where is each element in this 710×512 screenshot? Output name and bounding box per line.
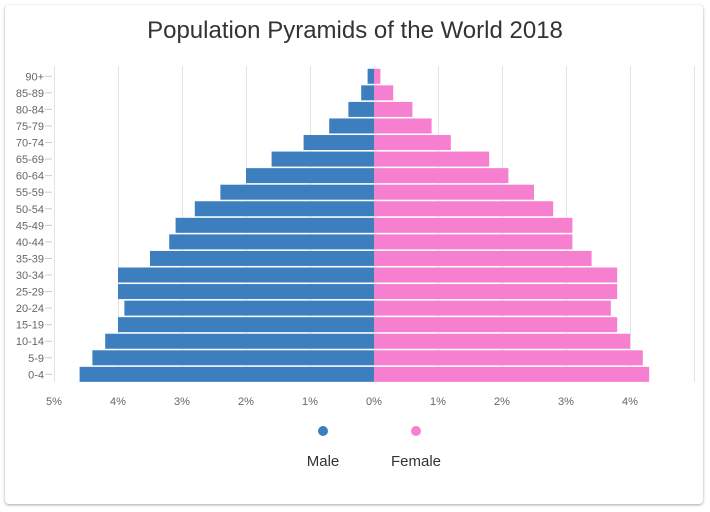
female-bar[interactable]: [374, 267, 618, 283]
legend: Male Female: [307, 426, 441, 470]
male-bar[interactable]: [361, 85, 374, 101]
y-tick-label: 30-34: [16, 270, 44, 282]
female-bar[interactable]: [374, 68, 381, 84]
female-bar[interactable]: [374, 317, 618, 333]
y-tick-label: 85-89: [16, 88, 44, 100]
legend-male-marker[interactable]: [318, 426, 328, 436]
female-bar[interactable]: [374, 333, 630, 349]
female-bar[interactable]: [374, 350, 643, 366]
male-bar[interactable]: [124, 300, 375, 316]
y-tick-label: 50-54: [16, 204, 44, 216]
female-bar[interactable]: [374, 234, 573, 250]
female-bar[interactable]: [374, 118, 432, 134]
male-bar[interactable]: [150, 250, 374, 266]
female-bar[interactable]: [374, 151, 490, 167]
x-tick-label: 3%: [174, 396, 190, 408]
y-tick-label: 75-79: [16, 121, 44, 133]
legend-female-marker[interactable]: [411, 426, 421, 436]
y-tick-label: 0-4: [28, 369, 44, 381]
y-tick-label: 5-9: [28, 353, 44, 365]
x-tick-label: 0%: [366, 396, 382, 408]
male-bar[interactable]: [220, 184, 374, 200]
female-bar[interactable]: [374, 85, 394, 101]
x-tick-label: 5%: [46, 396, 62, 408]
female-bar[interactable]: [374, 201, 554, 217]
male-bar[interactable]: [194, 201, 374, 217]
male-bar[interactable]: [92, 350, 375, 366]
y-tick-label: 35-39: [16, 253, 44, 265]
male-bar[interactable]: [367, 68, 374, 84]
x-tick-label: 3%: [558, 396, 574, 408]
female-bar[interactable]: [374, 300, 611, 316]
male-bar[interactable]: [118, 284, 374, 300]
y-tick-label: 70-74: [16, 138, 44, 150]
male-bar[interactable]: [118, 317, 374, 333]
y-tick-label: 90+: [25, 71, 44, 83]
y-tick-label: 45-49: [16, 220, 44, 232]
y-tick-label: 10-14: [16, 336, 44, 348]
y-tick-label: 55-59: [16, 187, 44, 199]
y-axis-labels: 90+ 85-89 80-84 75-79 70-74 65-69 60-64 55-59 50…: [16, 71, 52, 381]
male-bar[interactable]: [118, 267, 374, 283]
female-bar[interactable]: [374, 217, 573, 233]
male-bar[interactable]: [271, 151, 374, 167]
y-tick-label: 65-69: [16, 154, 44, 166]
male-bar[interactable]: [329, 118, 374, 134]
female-bar[interactable]: [374, 135, 451, 151]
male-bar[interactable]: [79, 366, 374, 382]
male-bar[interactable]: [348, 101, 374, 117]
x-tick-label: 1%: [430, 396, 446, 408]
bars: [79, 68, 650, 382]
female-bar[interactable]: [374, 168, 509, 184]
y-tick-label: 40-44: [16, 237, 44, 249]
x-tick-label: 2%: [238, 396, 254, 408]
y-tick-label: 20-24: [16, 303, 44, 315]
y-tick-label: 80-84: [16, 104, 44, 116]
x-axis-labels: 5% 4% 3% 2% 1% 0% 1% 2% 3% 4%: [46, 396, 638, 408]
female-bar[interactable]: [374, 366, 650, 382]
female-bar[interactable]: [374, 250, 592, 266]
male-bar[interactable]: [246, 168, 374, 184]
y-tick-label: 25-29: [16, 287, 44, 299]
male-bar[interactable]: [169, 234, 374, 250]
y-tick-label: 60-64: [16, 171, 44, 183]
male-bar[interactable]: [105, 333, 374, 349]
male-bar[interactable]: [303, 135, 374, 151]
x-tick-label: 1%: [302, 396, 318, 408]
y-tick-label: 15-19: [16, 320, 44, 332]
female-bar[interactable]: [374, 184, 534, 200]
legend-female-label[interactable]: Female: [391, 453, 441, 470]
male-bar[interactable]: [175, 217, 374, 233]
female-bar[interactable]: [374, 101, 413, 117]
female-bar[interactable]: [374, 284, 618, 300]
x-tick-label: 2%: [494, 396, 510, 408]
x-tick-label: 4%: [110, 396, 126, 408]
x-tick-label: 4%: [622, 396, 638, 408]
legend-male-label[interactable]: Male: [307, 453, 340, 470]
chart-title: Population Pyramids of the World 2018: [147, 17, 563, 44]
